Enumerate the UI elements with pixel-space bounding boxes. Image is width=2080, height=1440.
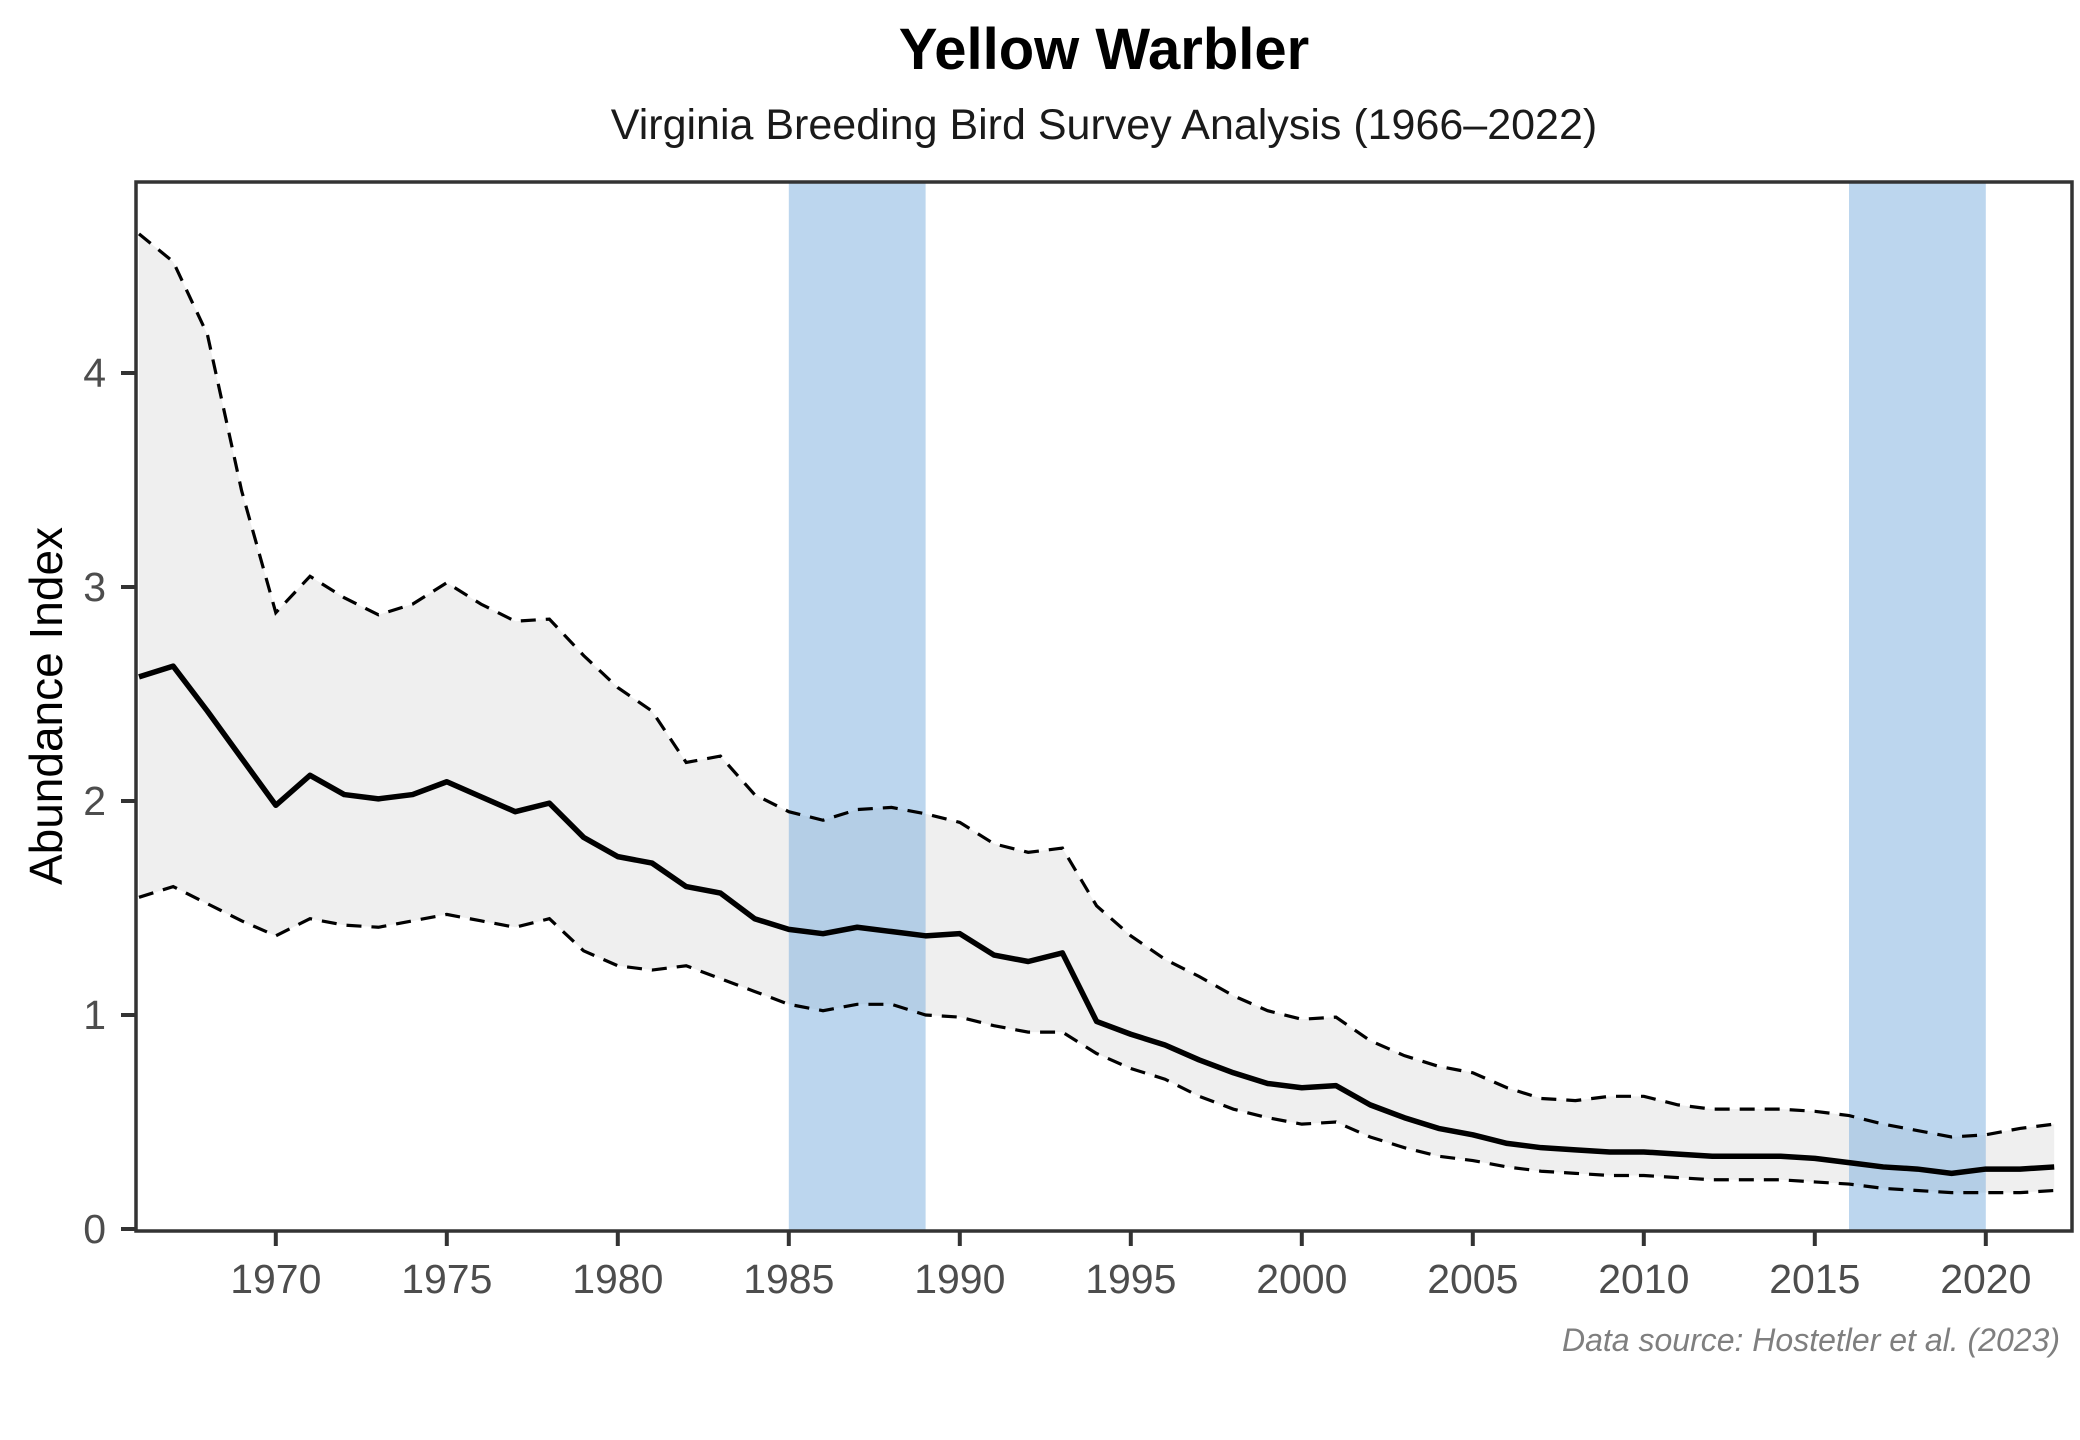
y-axis-tick-label: 0 — [83, 1206, 106, 1252]
lower-ci-line — [138, 884, 2055, 1195]
x-axis-tick-label: 1985 — [743, 1256, 834, 1302]
x-axis-tick-label: 1970 — [230, 1256, 321, 1302]
confidence-ribbon — [139, 233, 2055, 1193]
y-axis-tick-label: 4 — [83, 350, 106, 396]
x-axis-tick-label: 1975 — [401, 1256, 492, 1302]
highlight-band — [1849, 182, 1986, 1231]
index-line — [138, 663, 2055, 1177]
x-axis-tick-label: 2005 — [1427, 1256, 1518, 1302]
x-axis-tick-label: 1995 — [1085, 1256, 1176, 1302]
x-axis-tick-label: 1990 — [914, 1256, 1005, 1302]
panel-border — [134, 180, 2074, 1233]
y-axis-tick-label: 2 — [83, 778, 106, 824]
y-axis-tick-label: 1 — [83, 992, 106, 1038]
upper-ci-line — [137, 232, 2055, 1139]
x-axis-tick-label: 1980 — [572, 1256, 663, 1302]
highlight-band — [788, 182, 926, 1231]
data-source-caption: Data source: Hostetler et al. (2023) — [1561, 1322, 2060, 1358]
x-axis-tick-label: 2015 — [1769, 1256, 1860, 1302]
chart-subtitle: Virginia Breeding Bird Survey Analysis (… — [610, 101, 1598, 149]
x-axis-tick-label: 2010 — [1598, 1256, 1689, 1302]
y-axis-tick-label: 3 — [83, 564, 106, 610]
x-axis-tick-label: 2020 — [1940, 1256, 2031, 1302]
x-axis-tick-label: 2000 — [1256, 1256, 1347, 1302]
chart-title: Yellow Warbler — [898, 17, 1310, 82]
